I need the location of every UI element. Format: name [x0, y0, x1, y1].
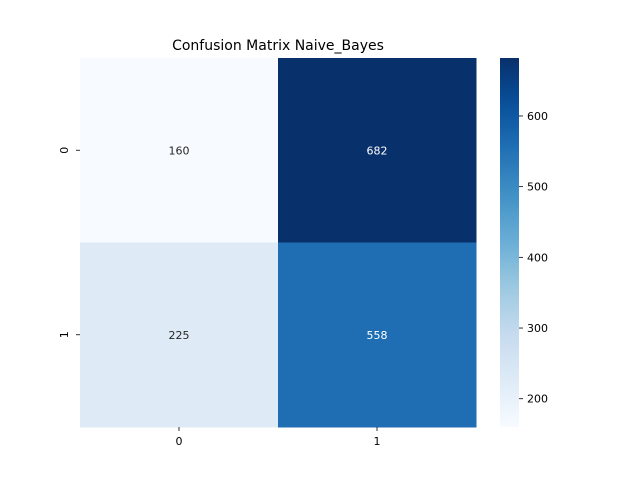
colorbar-tick-label-0: 200 [527, 393, 548, 406]
colorbar-tick-label-3: 500 [527, 181, 548, 194]
x-tick-label-1: 1 [374, 435, 381, 448]
cell-value-label-r0-c0: 160 [169, 144, 190, 157]
colorbar-gradient [500, 58, 519, 427]
colorbar-tick-label-2: 400 [527, 251, 548, 264]
heatmap-cell-r1-c1 [278, 242, 477, 428]
heatmap-area: 160 682 225 558 [80, 58, 477, 428]
chart-title: Confusion Matrix Naive_Bayes [172, 38, 384, 54]
cell-value-label-r1-c1: 558 [367, 329, 388, 342]
y-tick-label-1: 1 [58, 331, 71, 338]
colorbar: 200 300 400 500 600 [500, 58, 548, 427]
y-tick-label-0: 0 [58, 147, 71, 154]
cell-value-label-r0-c1: 682 [367, 144, 388, 157]
colorbar-tick-label-4: 600 [527, 110, 548, 123]
colorbar-tick-label-1: 300 [527, 322, 548, 335]
cell-value-label-r1-c0: 225 [169, 329, 190, 342]
y-axis: 01 [58, 147, 80, 338]
heatmap-cell-r1-c0 [80, 242, 279, 428]
x-tick-label-0: 0 [176, 435, 183, 448]
heatmap-cell-r0-c1 [278, 58, 477, 243]
heatmap-cell-r0-c0 [80, 58, 279, 243]
